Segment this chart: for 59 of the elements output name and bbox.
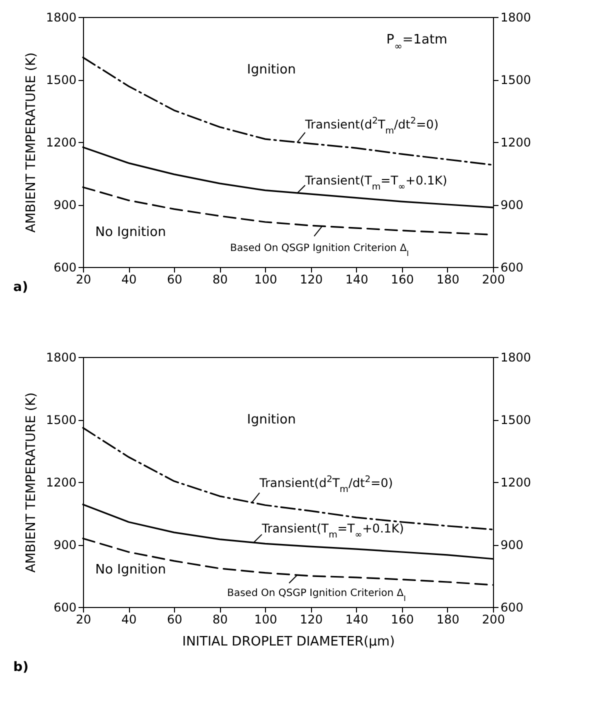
y2-tick-label: 600	[500, 600, 524, 614]
annotation: Based On QSGP Ignition Criterion Δ$_{I}$	[230, 243, 409, 258]
y2-tick-label: 900	[500, 538, 524, 552]
y-tick-label: 1200	[46, 476, 76, 490]
x-tick-label: 80	[212, 272, 228, 286]
y-tick-label: 600	[54, 600, 76, 614]
line-series	[82, 504, 494, 560]
y-tick-label: 1500	[46, 73, 76, 87]
x-tick-label: 60	[166, 612, 182, 626]
text: b)	[13, 660, 29, 675]
x-tick-label: 120	[300, 612, 323, 626]
x-tick-label: 60	[166, 272, 182, 286]
y2-tick-label: 1500	[500, 73, 532, 87]
y2-tick-label: 1200	[500, 136, 532, 150]
x-tick-label: 100	[254, 272, 278, 286]
y-axis-title: AMBIENT TEMPERATURE (K)	[24, 392, 39, 573]
y2-tick-label: 1800	[500, 10, 532, 24]
x-tick-label: 100	[254, 612, 278, 626]
x-tick-label: 160	[390, 612, 414, 626]
x-tick-label: 140	[345, 272, 368, 286]
x-tick-label: 20	[76, 612, 92, 626]
x-tick-label: 120	[300, 272, 323, 286]
x-tick-label: 180	[436, 612, 460, 626]
y2-tick-label: 1800	[500, 350, 532, 364]
y-axis-title: AMBIENT TEMPERATURE (K)	[24, 52, 39, 233]
y2-tick-label: 600	[500, 260, 524, 274]
x-axis-title: INITIAL DROPLET DIAMETER(μm)	[182, 634, 395, 650]
line-series	[82, 538, 494, 586]
annotation: P$_{∞}$=1atm	[386, 32, 448, 52]
x-tick-label: 200	[482, 612, 505, 626]
y-tick-label: 900	[54, 198, 76, 212]
y-tick-label: 1800	[46, 10, 76, 24]
y-tick-label: 900	[54, 538, 76, 552]
x-tick-label: 200	[482, 272, 505, 286]
y2-tick-label: 900	[500, 198, 524, 212]
line-series	[82, 56, 494, 166]
x-tick-label: 140	[345, 612, 368, 626]
annotation: Transient(T$_{m}$=T$_{∞}$+0.1K)	[260, 521, 404, 540]
x-tick-label: 20	[76, 272, 92, 286]
text: a)	[13, 280, 28, 295]
annotation: Based On QSGP Ignition Criterion Δ$_{I}$	[227, 588, 406, 603]
y2-tick-label: 1200	[500, 476, 532, 490]
x-tick-label: 80	[212, 612, 228, 626]
x-tick-label: 160	[390, 272, 414, 286]
annotation: No Ignition	[95, 225, 166, 240]
x-tick-label: 40	[121, 612, 137, 626]
annotation: Ignition	[247, 62, 296, 78]
y2-tick-label: 1500	[500, 413, 532, 427]
annotation: No Ignition	[95, 562, 166, 578]
x-tick-label: 40	[121, 272, 137, 286]
annotation: Ignition	[247, 412, 296, 428]
annotation: Transient(d$^{2}$T$_{m}$/dt$^{2}$=0)	[258, 474, 393, 495]
annotation: Transient(d$^{2}$T$_{m}$/dt$^{2}$=0)	[304, 116, 438, 136]
y-tick-label: 1800	[46, 350, 76, 364]
annotation: Transient(T$_{m}$=T$_{∞}$+0.1K)	[304, 173, 448, 192]
y-tick-label: 1200	[46, 136, 76, 150]
y-tick-label: 600	[54, 260, 76, 274]
x-tick-label: 180	[436, 272, 460, 286]
y-tick-label: 1500	[46, 413, 76, 427]
